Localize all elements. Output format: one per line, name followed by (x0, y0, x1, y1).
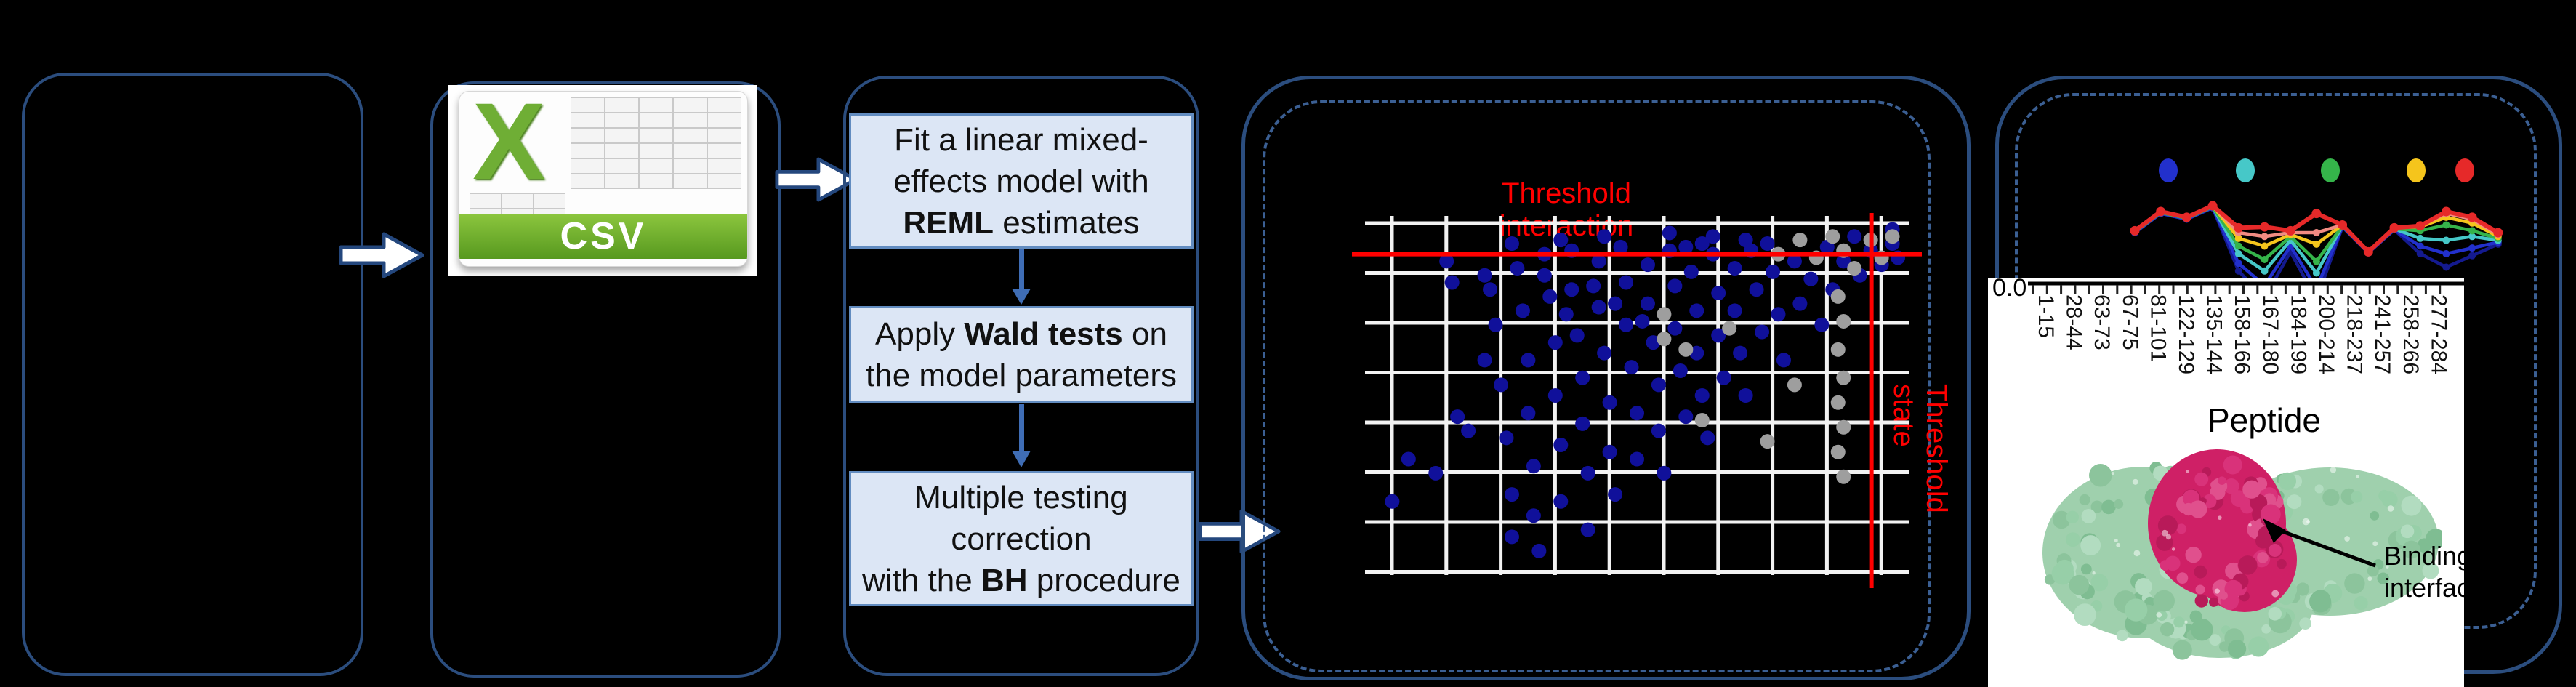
x-tick-label: 63-73 (2090, 294, 2114, 350)
flow-step-text-line: correction (951, 521, 1092, 557)
binding-interface-label: Binding interface (2384, 541, 2464, 603)
csv-card: X CSV (459, 91, 748, 267)
panel-csv (430, 81, 781, 678)
flow-step-text-line: Multiple testing (914, 479, 1128, 515)
x-tick-label: 67-75 (2117, 294, 2142, 350)
timepoint-legend (2152, 158, 2486, 185)
x-axis-title: Peptide (2207, 401, 2321, 439)
flow-step-fit-model: Fit a linear mixed- effects model with R… (849, 113, 1194, 249)
x-tick-label: 241-257 (2370, 294, 2395, 375)
arrow-right-icon (775, 157, 858, 202)
csv-band-label: CSV (459, 214, 747, 259)
x-axis (2028, 281, 2464, 294)
flow-step-wald-tests: Apply Wald tests on the model parameters (849, 306, 1194, 403)
excel-x-icon: X (472, 91, 546, 202)
x-tick-label: 122-129 (2174, 294, 2198, 375)
spreadsheet-grid-icon (571, 97, 741, 189)
x-tick-label: 1-15 (2034, 294, 2058, 339)
flow-step-multiple-testing: Multiple testing correction with the BH … (849, 471, 1194, 606)
uptake-axis-and-structure-image: 0.0 1-15 28-44 63-73 67-75 81-101 122-129 135-… (1988, 278, 2464, 687)
legend-dot-icon (2236, 158, 2255, 182)
uptake-line-chart (2130, 201, 2503, 304)
x-tick-label: 81-101 (2146, 294, 2170, 363)
protein-structure-image (2042, 449, 2442, 660)
binding-interface-arrow-icon (2263, 518, 2376, 568)
arrow-down-icon (1012, 404, 1031, 467)
legend-dot-icon (2407, 158, 2426, 182)
csv-file-image: X CSV (448, 85, 757, 276)
flow-step-text-line: effects model with (893, 163, 1149, 199)
x-tick-label: 258-266 (2398, 294, 2423, 375)
arrow-right-icon (1198, 509, 1281, 554)
arrow-right-icon (339, 232, 424, 278)
legend-dot-icon (2159, 158, 2178, 182)
x-tick-label: 167-180 (2258, 294, 2282, 375)
x-tick-label: 28-44 (2061, 294, 2086, 350)
flow-step-text-line: REML estimates (903, 204, 1140, 241)
legend-dot-icon (2321, 158, 2340, 182)
flow-step-text-line: the model parameters (866, 357, 1177, 393)
panel-input (22, 73, 363, 676)
x-tick-label: 158-166 (2230, 294, 2255, 375)
x-tick-label: 184-199 (2286, 294, 2311, 375)
flow-step-text-line: Fit a linear mixed- (894, 121, 1148, 158)
arrow-down-icon (1012, 249, 1031, 305)
panel-statistics (843, 76, 1199, 676)
flow-step-text-line: Apply Wald tests on (875, 316, 1167, 352)
flow-step-text-line: with the BH procedure (862, 562, 1180, 598)
x-tick-label: 277-284 (2426, 294, 2451, 375)
y-axis-tick-label: 0.0 (1992, 278, 2027, 302)
panel-scatter-dashed-border (1263, 100, 1931, 672)
threshold-state-label: Threshold state (1888, 384, 1952, 513)
x-tick-label: 218-237 (2342, 294, 2367, 375)
x-tick-label: 200-214 (2314, 294, 2338, 375)
scatter-plot (1352, 213, 1922, 588)
x-tick-label: 135-144 (2202, 294, 2226, 375)
legend-dot-icon (2455, 158, 2474, 182)
panel-scatter (1241, 76, 1971, 680)
